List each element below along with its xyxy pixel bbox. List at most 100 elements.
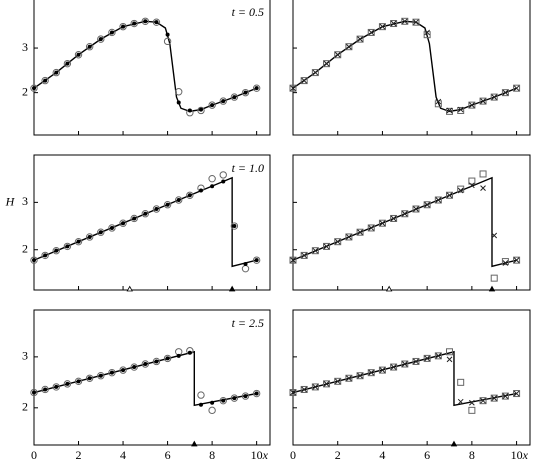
x-tick-label: 8 <box>469 448 475 462</box>
dot-marker <box>154 359 159 364</box>
cross-marker <box>390 20 397 27</box>
panel-frame <box>33 309 271 446</box>
dot-marker <box>32 86 36 91</box>
square-marker <box>300 385 308 393</box>
circle-marker <box>252 256 261 264</box>
cross-marker <box>357 229 363 236</box>
square-marker <box>457 185 465 193</box>
circle-marker <box>163 201 172 209</box>
circle-marker <box>141 17 150 25</box>
square-marker <box>412 205 420 213</box>
square-marker <box>367 224 375 232</box>
cross-marker <box>379 23 386 30</box>
dot-marker <box>187 108 192 113</box>
square-marker <box>323 60 331 68</box>
square-marker <box>334 51 342 59</box>
dot-marker <box>254 86 259 91</box>
circle-marker <box>63 380 72 388</box>
cross-marker <box>334 51 341 58</box>
circle-marker <box>208 174 216 183</box>
cross-marker <box>323 381 330 387</box>
dot-marker <box>187 193 192 198</box>
square-marker <box>457 106 465 114</box>
dot-marker <box>87 44 92 49</box>
cross-marker <box>323 243 330 250</box>
dot-marker <box>198 402 203 407</box>
cross-marker <box>312 69 319 76</box>
dot-marker <box>221 398 226 403</box>
cross-marker <box>513 85 520 92</box>
dot-marker <box>232 396 237 401</box>
x-tick-label: 8 <box>209 448 215 462</box>
circle-marker <box>130 214 138 223</box>
dot-marker <box>121 24 126 29</box>
square-marker <box>323 242 331 250</box>
cross-marker <box>323 60 330 67</box>
circle-marker <box>252 389 261 398</box>
y-tick-label: 2 <box>22 84 28 98</box>
square-marker <box>479 170 487 178</box>
dot-marker <box>210 103 215 108</box>
square-marker <box>446 348 454 356</box>
dot-marker <box>198 107 203 112</box>
shock-marker <box>488 285 496 292</box>
circle-marker <box>74 51 83 59</box>
dot-marker <box>165 202 170 207</box>
dot-marker <box>43 253 48 258</box>
cross-marker <box>312 247 319 254</box>
dot-marker <box>243 394 248 399</box>
circle-marker <box>241 392 250 400</box>
x-tick-label: 10 <box>511 448 523 462</box>
shock-marker <box>450 440 458 447</box>
y-tick-label: 3 <box>22 349 28 363</box>
exact-solution <box>292 20 517 113</box>
dot-marker <box>109 30 114 35</box>
exact-solution <box>292 176 517 268</box>
square-marker <box>345 233 353 241</box>
cross-marker <box>312 384 319 390</box>
circle-marker <box>175 88 183 96</box>
cross-marker <box>513 257 520 264</box>
square-marker <box>390 214 398 222</box>
shock-marker <box>385 285 393 292</box>
circle-marker <box>85 43 94 51</box>
cross-marker <box>357 372 363 379</box>
dot-marker <box>54 248 59 253</box>
square-marker <box>434 352 442 360</box>
y-tick-label: 2 <box>22 241 28 255</box>
dot-marker <box>121 221 126 226</box>
circle-marker <box>208 406 216 415</box>
dot-marker <box>198 188 203 193</box>
square-marker <box>378 366 386 374</box>
circle-marker <box>119 366 127 374</box>
dot-marker <box>132 216 137 221</box>
x-tick-label: 4 <box>379 448 385 462</box>
square-marker <box>390 363 398 371</box>
y-axis-label: H <box>5 194 16 208</box>
circle-marker <box>186 191 194 199</box>
circle-marker <box>30 84 38 92</box>
square-marker <box>412 18 420 26</box>
x-tick-label: 4 <box>120 448 126 462</box>
square-marker <box>300 251 308 259</box>
dot-marker <box>143 211 148 216</box>
dot-marker <box>232 224 237 229</box>
circle-marker <box>74 377 83 386</box>
x-tick-label: 0 <box>31 448 37 462</box>
circle-marker <box>230 93 239 101</box>
exact-solution <box>33 350 257 407</box>
circle-marker <box>230 222 239 230</box>
square-marker <box>446 107 454 115</box>
cross-marker <box>424 29 431 36</box>
cross-marker <box>390 215 397 222</box>
dot-marker <box>143 362 148 366</box>
dot-marker <box>109 370 114 375</box>
square-marker <box>501 89 509 97</box>
square-marker <box>468 101 476 109</box>
cross-marker <box>446 107 453 114</box>
dot-marker <box>210 400 215 405</box>
circle-marker <box>108 224 116 232</box>
dot-marker <box>176 353 181 358</box>
square-marker <box>401 360 409 368</box>
cross-marker <box>368 29 375 36</box>
